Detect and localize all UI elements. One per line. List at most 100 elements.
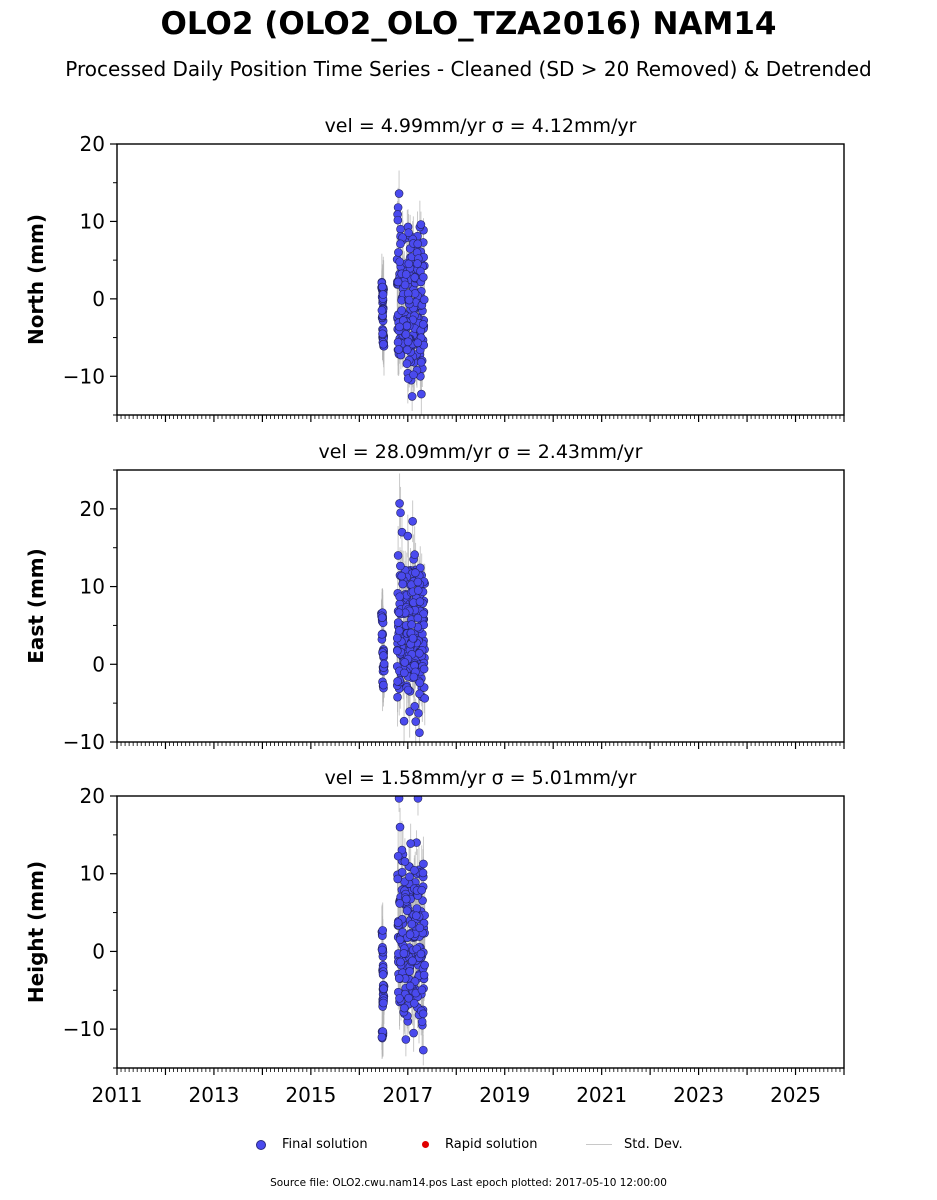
x-tick-label: 2021	[576, 1083, 627, 1107]
data-point	[395, 822, 405, 832]
y-tick-label: 20	[80, 497, 105, 521]
legend-item-final: Final solution	[256, 1137, 368, 1152]
data-point	[400, 1003, 409, 1013]
y-axis-label: North (mm)	[24, 214, 48, 345]
data-point	[413, 586, 423, 595]
legend-label-final: Final solution	[282, 1137, 368, 1152]
data-point	[413, 577, 423, 587]
data-point	[420, 694, 430, 703]
chart-title: OLO2 (OLO2_OLO_TZA2016) NAM14	[160, 6, 777, 42]
data-point	[394, 626, 404, 635]
data-point	[417, 885, 426, 895]
data-point	[378, 329, 387, 339]
y-tick-label: −10	[63, 730, 105, 754]
data-point	[394, 796, 404, 803]
data-point	[416, 220, 426, 229]
chart-subtitle: Processed Daily Position Time Series - C…	[65, 57, 872, 81]
data-point	[400, 857, 410, 866]
y-axis-label: East (mm)	[24, 548, 48, 664]
data-point	[399, 668, 409, 678]
data-point	[406, 839, 415, 848]
data-point	[393, 646, 402, 656]
data-point	[419, 1045, 428, 1055]
data-layer	[377, 170, 429, 415]
data-point	[411, 717, 421, 726]
data-point	[405, 967, 414, 976]
data-point	[377, 306, 387, 315]
y-tick-label: 10	[80, 209, 105, 233]
data-point	[395, 499, 404, 508]
data-point	[408, 516, 417, 526]
data-point	[393, 215, 403, 225]
data-point	[415, 597, 425, 607]
data-point	[418, 868, 428, 878]
data-layer	[377, 473, 430, 742]
data-point	[401, 894, 411, 904]
x-tick-label: 2011	[92, 1083, 143, 1107]
y-tick-label: 10	[80, 575, 105, 599]
data-point	[394, 608, 404, 617]
y-tick-label: 0	[92, 652, 105, 676]
data-point	[395, 592, 404, 602]
y-tick-label: 0	[92, 939, 105, 963]
data-point	[418, 320, 428, 329]
data-point	[379, 651, 388, 660]
data-point	[419, 272, 428, 282]
data-point	[401, 1035, 411, 1044]
data-point	[418, 1009, 428, 1019]
legend-label-std: Std. Dev.	[624, 1137, 683, 1152]
data-point	[400, 658, 410, 667]
data-point	[419, 609, 428, 619]
std-dev-line-icon	[586, 1144, 612, 1145]
x-tick-label: 2013	[188, 1083, 239, 1107]
data-point	[392, 633, 402, 643]
data-point	[377, 1032, 387, 1042]
x-tick-label: 2017	[382, 1083, 433, 1107]
y-tick-label: 0	[92, 287, 105, 311]
data-point	[402, 359, 412, 369]
data-point	[410, 550, 419, 559]
data-point	[407, 620, 416, 629]
data-point	[393, 277, 403, 287]
data-point	[395, 257, 404, 267]
data-point	[396, 561, 405, 571]
data-point	[398, 579, 408, 589]
data-point	[404, 228, 413, 238]
data-point	[405, 707, 414, 716]
data-point	[405, 981, 415, 991]
data-point	[395, 322, 404, 332]
data-point	[415, 923, 425, 933]
final-solution-marker-icon	[256, 1139, 266, 1150]
data-point	[378, 282, 387, 292]
data-point	[412, 904, 422, 913]
data-point	[407, 919, 417, 929]
data-point	[396, 957, 405, 967]
data-point	[393, 618, 403, 627]
data-point	[419, 970, 429, 980]
data-point	[411, 568, 420, 578]
data-point	[378, 970, 388, 979]
data-point	[416, 949, 426, 959]
data-point	[379, 984, 388, 994]
data-point	[399, 949, 409, 958]
data-point	[379, 339, 388, 349]
data-point	[410, 998, 419, 1008]
data-point	[397, 306, 406, 315]
rapid-solution-marker-icon	[422, 1141, 429, 1148]
data-point	[413, 613, 423, 623]
panel-title: vel = 4.99mm/yr σ = 4.12mm/yr	[325, 115, 637, 137]
data-point	[420, 960, 429, 970]
x-tick-label: 2015	[285, 1083, 336, 1107]
plot-frame	[116, 143, 845, 416]
plot-frame	[116, 469, 845, 743]
data-point	[415, 728, 424, 737]
x-tick-label: 2023	[673, 1083, 724, 1107]
data-point	[414, 708, 423, 718]
data-point	[416, 357, 426, 367]
data-point	[393, 874, 403, 884]
data-point	[410, 702, 420, 711]
data-point	[402, 321, 412, 331]
data-point	[397, 571, 406, 581]
data-point	[399, 716, 409, 726]
